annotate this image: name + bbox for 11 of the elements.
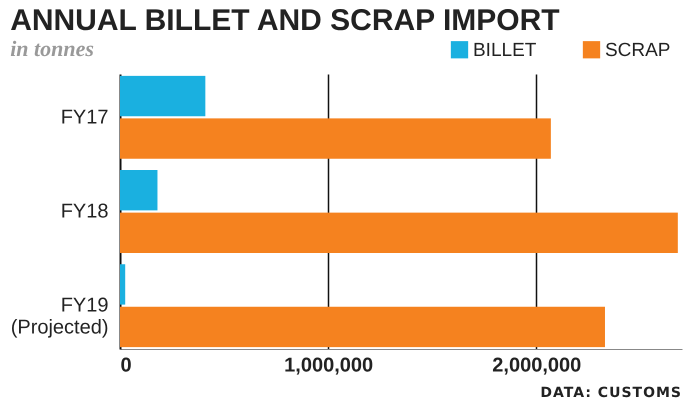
legend-label: SCRAP bbox=[605, 40, 670, 61]
y-tick-label: FY17 bbox=[60, 106, 108, 128]
x-tick-label: 2,000,000 bbox=[492, 354, 582, 376]
text: DATA: CUSTOMS bbox=[540, 385, 682, 401]
chart-subtitle: in tonnes bbox=[10, 36, 94, 61]
y-tick-label: FY19 (Projected) bbox=[10, 294, 108, 339]
x-tick-label: 1,000,000 bbox=[284, 354, 374, 376]
y-tick-label: FY18 bbox=[60, 200, 108, 222]
legend-label: BILLET bbox=[473, 40, 537, 61]
chart-title: ANNUAL BILLET AND SCRAP IMPORT bbox=[10, 4, 560, 37]
x-tick-label: 0 bbox=[120, 354, 132, 376]
